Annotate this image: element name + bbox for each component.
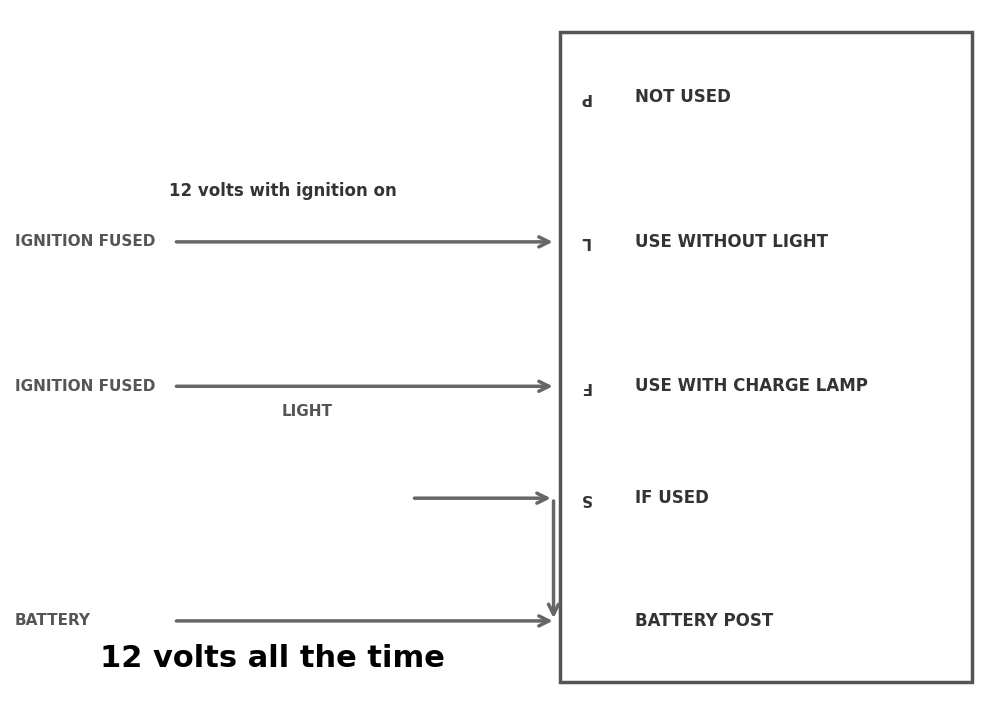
Text: BATTERY: BATTERY: [15, 614, 91, 628]
Text: L: L: [580, 235, 590, 249]
Text: IF USED: IF USED: [635, 490, 708, 507]
Text: 12 volts all the time: 12 volts all the time: [100, 644, 445, 673]
Text: LIGHT: LIGHT: [282, 404, 333, 419]
Text: BATTERY POST: BATTERY POST: [635, 612, 773, 630]
Text: USE WITH CHARGE LAMP: USE WITH CHARGE LAMP: [635, 378, 868, 395]
Text: P: P: [579, 90, 591, 105]
Text: F: F: [580, 379, 590, 393]
Text: USE WITHOUT LIGHT: USE WITHOUT LIGHT: [635, 233, 828, 251]
Bar: [560, 32, 972, 682]
Text: IGNITION FUSED: IGNITION FUSED: [15, 379, 156, 393]
Text: NOT USED: NOT USED: [635, 89, 731, 106]
Text: 12 volts with ignition on: 12 volts with ignition on: [169, 183, 397, 200]
Text: S: S: [579, 491, 591, 505]
Text: IGNITION FUSED: IGNITION FUSED: [15, 235, 156, 249]
